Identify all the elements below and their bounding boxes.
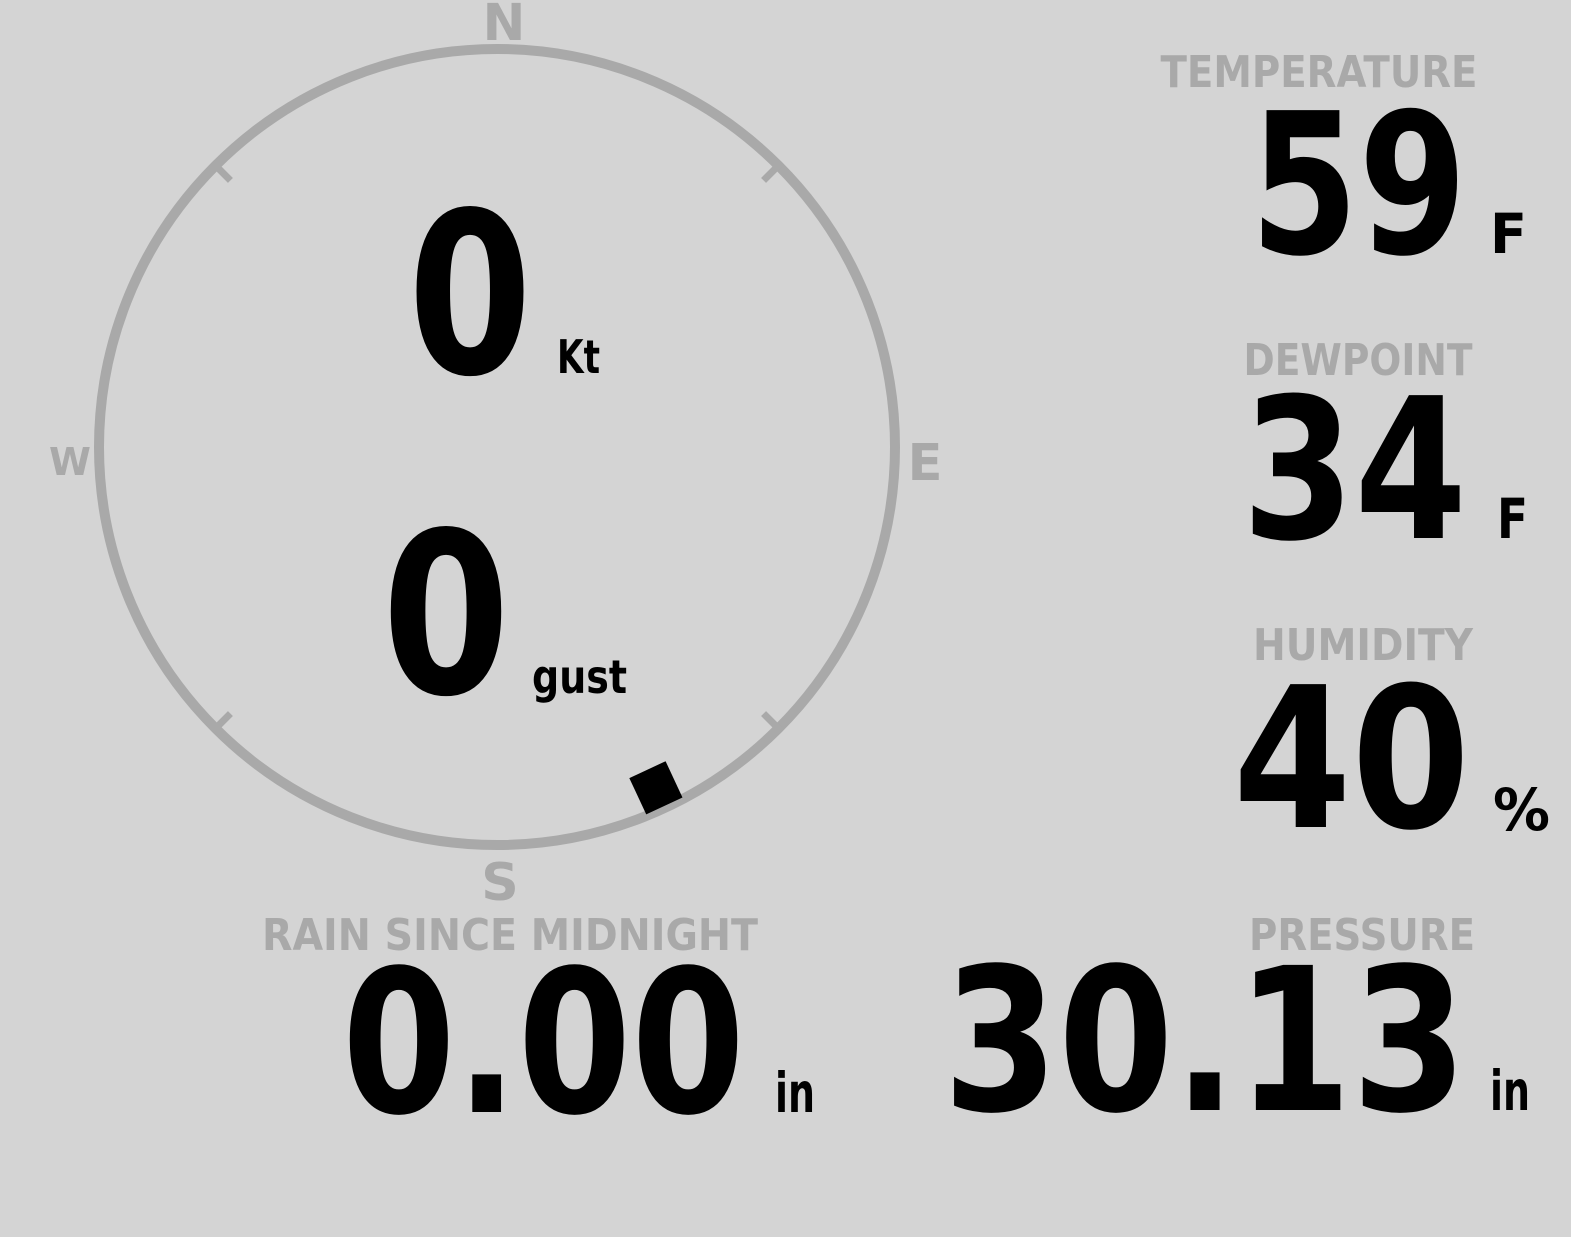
humidity-unit: % [1493, 776, 1550, 844]
dewpoint-panel: DEWPOINT 34 F [1242, 335, 1528, 585]
wind-gust-unit: gust [532, 650, 627, 704]
humidity-value: 40 [1233, 646, 1470, 874]
pressure-unit: in [1490, 1059, 1530, 1123]
temperature-panel: TEMPERATURE 59 F [1161, 47, 1528, 300]
compass-label-north: N [483, 0, 526, 53]
dewpoint-unit: F [1497, 487, 1528, 551]
rain-unit: in [775, 1061, 815, 1125]
rain-panel: RAIN SINCE MIDNIGHT 0.00 in [262, 910, 815, 1159]
compass-ring [94, 44, 900, 850]
dewpoint-label: DEWPOINT [1244, 335, 1473, 386]
temperature-label: TEMPERATURE [1161, 47, 1478, 98]
compass-tick-sw [211, 711, 233, 733]
temperature-value: 59 [1250, 72, 1467, 300]
wind-gust-value: 0 [382, 485, 510, 747]
temperature-unit: F [1490, 202, 1527, 266]
humidity-label: HUMIDITY [1253, 620, 1474, 671]
compass-label-west: W [49, 440, 91, 484]
rain-value: 0.00 [342, 927, 745, 1159]
compass-tick-nw [211, 161, 233, 183]
wind-speed-unit: Kt [557, 330, 600, 384]
compass-tick-se [761, 711, 783, 733]
compass-label-south: S [481, 853, 518, 913]
pressure-panel: PRESSURE 30.13 in [943, 910, 1530, 1157]
rain-label: RAIN SINCE MIDNIGHT [262, 910, 758, 961]
pressure-value: 30.13 [943, 925, 1467, 1157]
wind-direction-marker [629, 761, 683, 815]
dewpoint-value: 34 [1242, 357, 1467, 585]
pressure-label: PRESSURE [1249, 910, 1475, 961]
compass-tick-ne [761, 161, 783, 183]
humidity-panel: HUMIDITY 40 % [1233, 620, 1550, 874]
compass-label-east: E [908, 434, 943, 493]
wind-speed-value: 0 [408, 165, 532, 427]
wind-compass: N E S W 0 Kt 0 gust [49, 0, 942, 913]
